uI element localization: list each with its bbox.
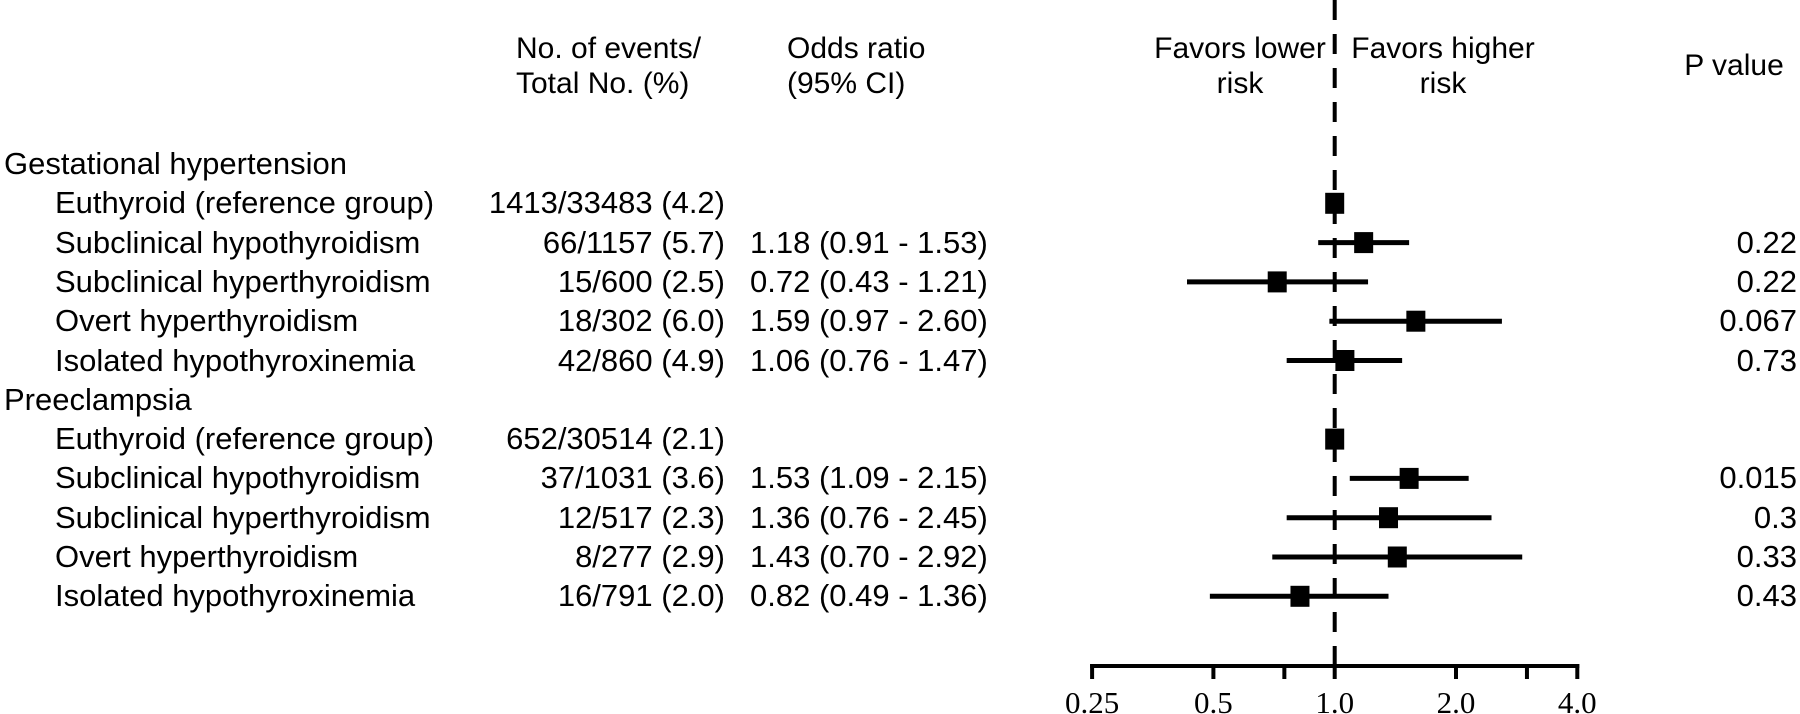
row-label: Isolated hypothyroxinemia [55, 342, 416, 378]
p-value: 0.33 [1736, 539, 1797, 574]
row-label: Euthyroid (reference group) [55, 185, 435, 221]
odds-ratio-value: 1.53 (1.09 - 2.15) [750, 460, 988, 496]
odds-ratio-marker [1290, 585, 1310, 607]
group-label: Preeclampsia [4, 381, 192, 417]
p-header-text: P value [1684, 49, 1784, 82]
x-axis-tick-label: 4.0 [1558, 685, 1597, 714]
odds-ratio-value: 1.43 (0.70 - 2.92) [750, 539, 988, 574]
events-value: 12/517 (2.3) [557, 499, 725, 535]
p-value: 0.22 [1736, 263, 1797, 299]
row-label: Isolated hypothyroxinemia [55, 578, 416, 614]
events-column-header: No. of events/ Total No. (%) [516, 31, 701, 101]
odds-ratio-marker [1387, 546, 1407, 568]
odds-ratio-marker-reference [1325, 428, 1345, 450]
odds-ratio-marker [1406, 310, 1426, 332]
or-header-line2: (95% CI) [787, 67, 906, 100]
row-label: Subclinical hyperthyroidism [55, 499, 431, 535]
odds-ratio-value: 1.59 (0.97 - 2.60) [750, 303, 988, 339]
odds-ratio-marker [1399, 467, 1419, 489]
x-axis-tick-label: 0.25 [1065, 685, 1119, 714]
row-label: Overt hyperthyroidism [55, 539, 359, 574]
row-label: Subclinical hypothyroidism [55, 224, 421, 260]
x-axis-tick-label: 2.0 [1437, 685, 1476, 714]
p-value: 0.22 [1736, 224, 1797, 260]
group-label: Gestational hypertension [4, 146, 347, 181]
odds-ratio-marker-reference [1325, 192, 1345, 214]
odds-ratio-value: 1.06 (0.76 - 1.47) [750, 342, 988, 378]
events-value: 66/1157 (5.7) [542, 224, 725, 260]
odds-ratio-value: 1.36 (0.76 - 2.45) [750, 499, 988, 535]
row-label: Subclinical hypothyroidism [55, 460, 421, 496]
x-axis-tick-label: 0.5 [1194, 685, 1233, 714]
p-value: 0.3 [1753, 499, 1797, 535]
row-label: Overt hyperthyroidism [55, 303, 359, 339]
events-header-line1: No. of events/ [516, 32, 702, 65]
favors-lower-line1: Favors lower [1154, 32, 1326, 65]
favors-lower-line2: risk [1216, 67, 1264, 100]
odds-ratio-marker [1379, 507, 1399, 529]
p-value: 0.43 [1736, 578, 1797, 614]
row-label: Euthyroid (reference group) [55, 421, 435, 457]
odds-ratio-marker [1354, 232, 1374, 254]
p-value-column-header: P value [1634, 48, 1800, 83]
odds-ratio-value: 0.72 (0.43 - 1.21) [750, 263, 988, 299]
odds-ratio-marker [1267, 271, 1287, 293]
x-axis-tick-label: 1.0 [1315, 685, 1354, 714]
p-value: 0.73 [1736, 342, 1797, 378]
odds-ratio-column-header: Odds ratio (95% CI) [787, 31, 925, 101]
events-value: 16/791 (2.0) [557, 578, 725, 614]
odds-ratio-marker [1335, 350, 1355, 371]
favors-higher-line2: risk [1419, 67, 1467, 100]
p-value: 0.015 [1719, 460, 1797, 496]
odds-ratio-value: 1.18 (0.91 - 1.53) [750, 224, 988, 260]
favors-higher-label: Favors higher risk [1343, 31, 1543, 101]
events-value: 8/277 (2.9) [575, 539, 725, 574]
favors-higher-line1: Favors higher [1351, 32, 1535, 65]
events-value: 18/302 (6.0) [557, 303, 725, 339]
events-header-line2: Total No. (%) [516, 67, 690, 100]
events-value: 1413/33483 (4.2) [488, 185, 725, 221]
events-value: 652/30514 (2.1) [506, 421, 725, 457]
events-value: 15/600 (2.5) [557, 263, 725, 299]
row-label: Subclinical hyperthyroidism [55, 263, 431, 299]
odds-ratio-value: 0.82 (0.49 - 1.36) [750, 578, 988, 614]
p-value: 0.067 [1719, 303, 1797, 339]
favors-lower-label: Favors lower risk [1140, 31, 1340, 101]
events-value: 42/860 (4.9) [557, 342, 725, 378]
events-value: 37/1031 (3.6) [540, 460, 725, 496]
or-header-line1: Odds ratio [787, 32, 926, 65]
